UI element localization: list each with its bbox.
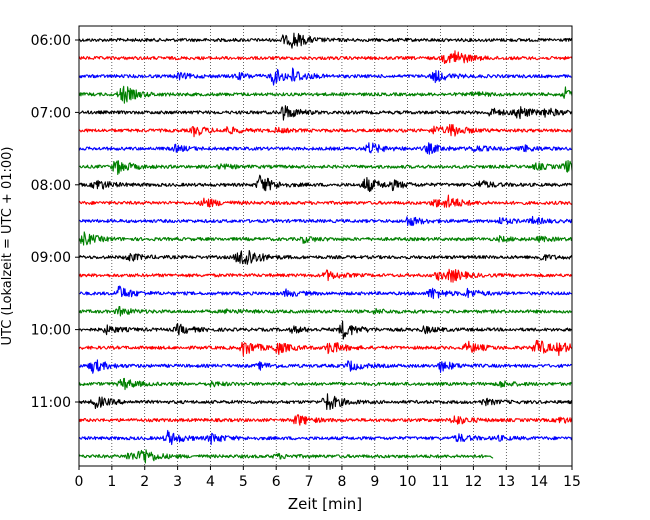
y-tick-label: 06:00 — [31, 33, 71, 49]
trace-line — [78, 85, 573, 104]
trace-line — [78, 142, 573, 155]
trace-line — [78, 285, 573, 300]
x-tick-label: 15 — [563, 474, 581, 490]
plot-frame — [78, 25, 573, 467]
x-tick-label: 5 — [239, 474, 248, 490]
x-tick-label: 12 — [464, 474, 482, 490]
x-tick-label: 10 — [399, 474, 417, 490]
trace-line — [78, 123, 573, 138]
trace-line — [78, 377, 573, 391]
x-tick-label: 11 — [432, 474, 450, 490]
trace-line — [78, 250, 573, 265]
x-tick-label: 13 — [497, 474, 515, 490]
x-tick-label: 14 — [530, 474, 548, 490]
trace-line — [78, 268, 573, 283]
y-tick-label: 09:00 — [31, 250, 71, 266]
trace-line — [78, 305, 573, 317]
trace-line — [78, 359, 573, 374]
x-axis-label: Zeit [min] — [288, 495, 362, 513]
trace-line — [78, 105, 573, 121]
x-tick-label: 9 — [370, 474, 379, 490]
trace-line — [78, 339, 573, 357]
x-tick-label: 4 — [206, 474, 215, 490]
x-tick-label: 6 — [272, 474, 281, 490]
y-axis: 06:00 07:00 08:00 09:00 10:00 11:00 — [31, 33, 79, 411]
y-tick-label: 07:00 — [31, 105, 71, 121]
y-tick-label: 08:00 — [31, 178, 71, 194]
x-tick-label: 1 — [107, 474, 116, 490]
trace-line — [78, 194, 573, 208]
x-tick-label: 8 — [337, 474, 346, 490]
trace-line — [78, 159, 573, 175]
y-tick-label: 10:00 — [31, 323, 71, 339]
x-tick-label: 3 — [173, 474, 182, 490]
x-tick-label: 0 — [75, 474, 84, 490]
x-tick-label: 2 — [140, 474, 149, 490]
y-axis-label: UTC (Lokalzeit = UTC + 01:00) — [0, 147, 15, 346]
trace-line — [78, 429, 573, 446]
x-tick-label: 7 — [305, 474, 314, 490]
trace-line — [78, 320, 573, 340]
trace-line — [78, 393, 573, 411]
x-axis: 0 1 2 3 4 5 6 7 8 9 10 11 12 13 14 15 — [75, 466, 581, 490]
y-tick-label: 11:00 — [31, 395, 71, 411]
trace-line — [78, 67, 573, 86]
x-gridlines — [111, 26, 540, 466]
trace-line — [78, 414, 573, 426]
trace-line — [78, 32, 573, 49]
trace-line — [78, 449, 494, 464]
seismic-traces — [78, 32, 573, 464]
trace-line — [78, 174, 573, 193]
trace-line — [78, 231, 573, 246]
trace-line — [78, 215, 573, 227]
trace-line — [78, 50, 573, 64]
